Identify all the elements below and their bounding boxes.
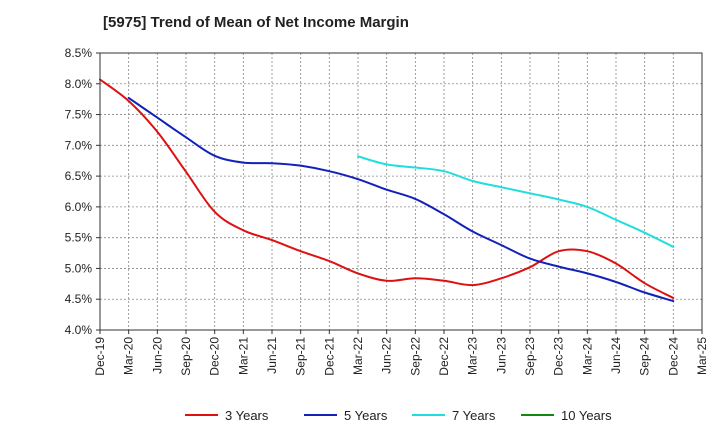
y-tick-label: 5.5% [65, 231, 93, 245]
series-line-3-years [99, 78, 675, 299]
x-tick-label: Sep-22 [408, 337, 422, 376]
grid [100, 53, 702, 330]
y-axis-ticks: 4.0% 4.5% 5.0% 5.5% 6.0% 6.5% 7.0% 7.5% 8.0% 8.5% [65, 46, 100, 337]
plot-background [100, 53, 702, 330]
y-tick-label: 5.0% [65, 261, 93, 275]
x-tick-label: Mar-21 [236, 337, 250, 375]
y-tick-label: 4.0% [65, 323, 93, 337]
x-tick-label: Mar-24 [580, 337, 594, 375]
series-lines [99, 78, 675, 303]
x-tick-label: Sep-23 [523, 337, 537, 376]
x-axis-ticks: Dec-19 Mar-20 Jun-20 Sep-20 Dec-20 Mar-21 Jun-… [93, 330, 709, 376]
x-tick-label: Dec-19 [93, 337, 107, 376]
plot-border [99, 52, 703, 331]
x-tick-label: Dec-21 [322, 337, 336, 376]
y-tick-label: 4.5% [65, 292, 93, 306]
legend-label-5-years: 5 Years [344, 408, 388, 423]
x-tick-label: Mar-25 [695, 337, 709, 375]
x-tick-label: Sep-21 [294, 337, 308, 376]
x-tick-label: Mar-23 [466, 337, 480, 375]
x-tick-label: Jun-24 [609, 337, 623, 374]
y-tick-label: 8.5% [65, 46, 93, 60]
x-tick-label: Jun-22 [380, 337, 394, 374]
legend-label-10-years: 10 Years [561, 408, 612, 423]
y-tick-label: 7.5% [65, 108, 93, 122]
x-tick-label: Jun-20 [150, 337, 164, 374]
y-tick-label: 7.0% [65, 138, 93, 152]
series-line-7-years [357, 155, 675, 248]
x-tick-label: Jun-21 [265, 337, 279, 374]
x-tick-label: Mar-20 [122, 337, 136, 375]
legend-label-3-years: 3 Years [225, 408, 269, 423]
y-tick-label: 8.0% [65, 77, 93, 91]
x-tick-label: Dec-23 [552, 337, 566, 376]
legend-label-7-years: 7 Years [452, 408, 496, 423]
x-tick-label: Dec-22 [437, 337, 451, 376]
chart-title: [5975] Trend of Mean of Net Income Margi… [103, 14, 409, 31]
x-tick-label: Sep-24 [638, 337, 652, 376]
x-tick-label: Dec-24 [666, 337, 680, 376]
x-tick-label: Dec-20 [208, 337, 222, 376]
series-line-5-years [127, 96, 675, 303]
x-tick-label: Jun-23 [494, 337, 508, 374]
x-tick-label: Mar-22 [351, 337, 365, 375]
x-tick-label: Sep-20 [179, 337, 193, 376]
y-tick-label: 6.0% [65, 200, 93, 214]
legend: 3 Years 5 Years 7 Years 10 Years [185, 408, 612, 423]
y-tick-label: 6.5% [65, 169, 93, 183]
